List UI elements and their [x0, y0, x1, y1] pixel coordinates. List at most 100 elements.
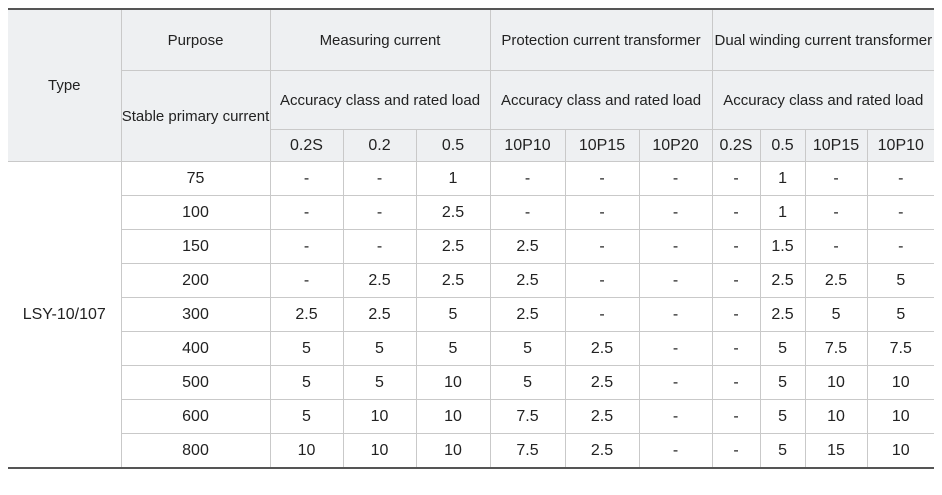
dual-header: Dual winding current transformer — [711, 8, 935, 71]
protection-header: Protection current transformer — [489, 8, 713, 71]
value-cell: 5 — [804, 297, 868, 332]
stable-primary-header: Stable primary current — [121, 70, 271, 162]
value-cell: - — [866, 229, 935, 264]
current-cell: 800 — [121, 433, 271, 469]
value-cell: 10 — [804, 365, 868, 400]
value-cell: 7.5 — [866, 331, 935, 366]
value-cell: - — [711, 195, 761, 230]
table-row: 100- -2.5- - - -1- - — [8, 195, 935, 230]
value-cell: 2.5 — [759, 297, 806, 332]
value-cell: - — [804, 229, 868, 264]
value-cell: 7.5 — [804, 331, 868, 366]
value-cell: - — [342, 229, 417, 264]
value-cell: 2.5 — [415, 229, 491, 264]
value-cell: - — [564, 297, 640, 332]
class-header: 10P20 — [638, 129, 713, 162]
accuracy-protection-header: Accuracy class and rated load — [489, 70, 713, 130]
type-header: Type — [8, 8, 122, 162]
value-cell: - — [866, 195, 935, 230]
value-cell: 7.5 — [489, 433, 566, 469]
value-cell: - — [711, 399, 761, 434]
class-header: 10P15 — [564, 129, 640, 162]
value-cell: - — [638, 365, 713, 400]
value-cell: - — [804, 161, 868, 196]
value-cell: 2.5 — [759, 263, 806, 298]
value-cell: 10 — [866, 399, 935, 434]
class-header: 0.2 — [342, 129, 417, 162]
class-header: 10P10 — [866, 129, 935, 162]
value-cell: 5 — [342, 331, 417, 366]
accuracy-dual-header: Accuracy class and rated load — [711, 70, 935, 130]
value-cell: 2.5 — [489, 297, 566, 332]
value-cell: 5 — [269, 399, 344, 434]
value-cell: 2.5 — [564, 399, 640, 434]
value-cell: 10 — [415, 399, 491, 434]
value-cell: - — [638, 297, 713, 332]
table-row: 500 5 5 10 5 2.5- -5 10 10 — [8, 365, 935, 400]
current-cell: 600 — [121, 399, 271, 434]
value-cell: 5 — [866, 297, 935, 332]
value-cell: 10 — [342, 433, 417, 469]
value-cell: 10 — [866, 365, 935, 400]
value-cell: 2.5 — [415, 263, 491, 298]
value-cell: 10 — [269, 433, 344, 469]
value-cell: - — [866, 161, 935, 196]
current-cell: 200 — [121, 263, 271, 298]
value-cell: - — [269, 161, 344, 196]
value-cell: 5 — [759, 433, 806, 469]
current-cell: 300 — [121, 297, 271, 332]
value-cell: 10 — [804, 399, 868, 434]
class-header: 0.2S — [270, 129, 344, 162]
value-cell: 1 — [415, 161, 491, 196]
table-row: 600 5 10 10 7.5 2.5- -5 10 10 — [8, 399, 935, 434]
value-cell: 5 — [759, 365, 806, 400]
table-row: 400 5 5 5 5 2.5- -5 7.5 7.5 — [8, 331, 935, 366]
value-cell: - — [269, 263, 344, 298]
value-cell: 7.5 — [489, 399, 566, 434]
value-cell: - — [489, 161, 566, 196]
table-row: 300 2.5 2.5 5 2.5- - -2.5 5 5 — [8, 297, 935, 332]
value-cell: 5 — [415, 331, 491, 366]
value-cell: - — [711, 297, 761, 332]
value-cell: 5 — [269, 365, 344, 400]
value-cell: - — [711, 331, 761, 366]
purpose-header: Purpose — [120, 8, 271, 71]
value-cell: - — [342, 161, 417, 196]
current-cell: 400 — [121, 331, 271, 366]
value-cell: 1 — [759, 161, 806, 196]
value-cell: 2.5 — [342, 263, 417, 298]
current-cell: 75 — [120, 161, 271, 196]
value-cell: - — [564, 263, 640, 298]
value-cell: - — [711, 365, 761, 400]
accuracy-measuring-header: Accuracy class and rated load — [269, 70, 491, 130]
value-cell: 2.5 — [489, 229, 566, 264]
value-cell: - — [804, 195, 868, 230]
value-cell: - — [638, 331, 713, 366]
value-cell: 1 — [759, 195, 806, 230]
value-cell: - — [269, 195, 344, 230]
value-cell: - — [564, 195, 640, 230]
value-cell: 2.5 — [342, 297, 417, 332]
class-header: 0.2S — [711, 129, 761, 162]
value-cell: - — [564, 161, 640, 196]
measuring-header: Measuring current — [269, 8, 491, 71]
table-row: 200-2.5 2.5 2.5- - -2.5 2.5 5 — [8, 263, 935, 298]
value-cell: 2.5 — [489, 263, 566, 298]
current-cell: 500 — [121, 365, 271, 400]
spec-table-container: Type Purpose Measuring current Protectio… — [8, 8, 935, 469]
value-cell: 5 — [866, 263, 935, 298]
value-cell: - — [564, 229, 640, 264]
value-cell: 10 — [415, 433, 491, 469]
value-cell: 10 — [415, 365, 491, 400]
value-cell: - — [711, 433, 761, 469]
value-cell: 10 — [342, 399, 417, 434]
value-cell: - — [638, 161, 713, 196]
value-cell: 1.5 — [759, 229, 806, 264]
table-row: 800 10 10 10 7.5 2.5- -5 15 10 — [8, 433, 935, 469]
current-cell: 150 — [121, 229, 271, 264]
class-header: 10P10 — [489, 129, 566, 162]
value-cell: - — [638, 433, 713, 469]
value-cell: - — [711, 263, 761, 298]
type-cell: LSY-10/107 — [8, 161, 122, 469]
value-cell: 5 — [415, 297, 491, 332]
